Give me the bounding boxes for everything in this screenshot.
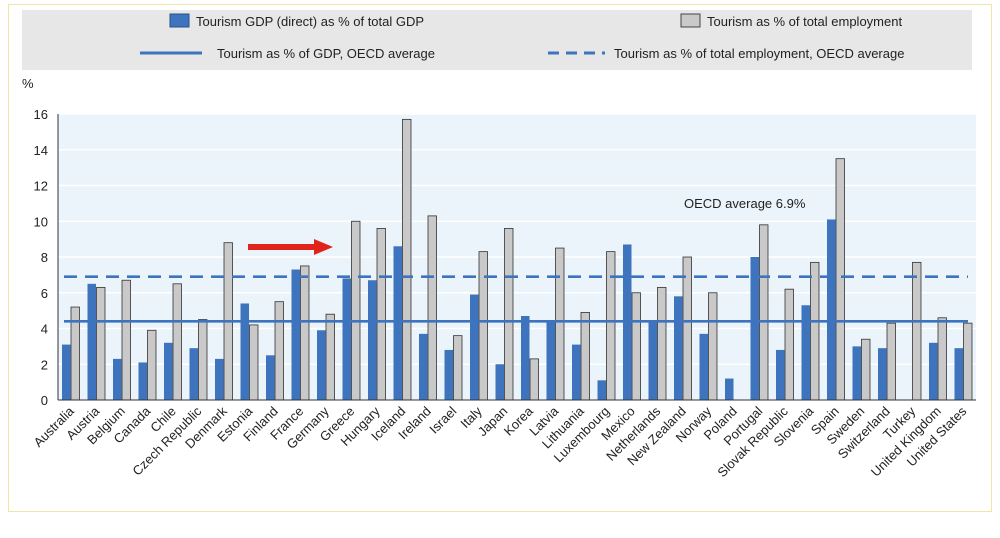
bar-gdp: [291, 269, 300, 400]
y-axis-unit: %: [22, 76, 34, 91]
bar-employment: [631, 292, 641, 401]
bar-gdp: [776, 349, 785, 400]
bar-gdp: [189, 348, 198, 400]
legend-gdp-swatch: [169, 13, 190, 28]
bar-employment: [657, 286, 667, 401]
y-tick-label: 8: [41, 250, 48, 265]
y-tick-label: 0: [41, 393, 48, 408]
bar-employment: [453, 335, 463, 401]
bar-employment: [963, 322, 973, 401]
bar-employment: [121, 279, 131, 401]
oecd-average-annotation: OECD average 6.9%: [684, 196, 806, 211]
bar-gdp: [801, 305, 810, 400]
legend-emp-avg-label: Tourism as % of total employment, OECD a…: [614, 46, 904, 61]
bar-employment: [835, 158, 845, 401]
y-tick-label: 2: [41, 357, 48, 372]
bar-employment: [784, 288, 794, 401]
bar-employment: [810, 261, 820, 401]
bar-employment: [147, 329, 157, 401]
y-tick-label: 14: [34, 143, 48, 158]
y-tick-label: 16: [34, 107, 48, 122]
bar-employment: [861, 338, 871, 401]
bar-employment: [427, 215, 437, 401]
bar-gdp: [164, 342, 173, 400]
bar-employment: [606, 251, 616, 401]
x-tick-labels: AustraliaAustriaBelgiumCanadaChileCzech …: [31, 403, 970, 480]
bar-gdp: [750, 257, 759, 400]
bar-gdp: [929, 342, 938, 400]
bar-gdp: [546, 321, 555, 400]
gridlines: [58, 113, 976, 365]
bar-gdp: [597, 380, 606, 400]
bar-employment: [376, 227, 386, 401]
legend-gdp-label: Tourism GDP (direct) as % of total GDP: [196, 14, 424, 29]
bar-employment: [504, 227, 514, 401]
bar-gdp: [878, 348, 887, 400]
bar-gdp: [113, 358, 122, 400]
bar-gdp: [470, 294, 479, 400]
bar-employment: [555, 247, 565, 401]
bar-gdp: [215, 358, 224, 400]
bar-gdp: [87, 283, 96, 400]
x-tick-label: Israel: [426, 403, 459, 436]
bar-employment: [708, 292, 718, 401]
bar-gdp: [699, 333, 708, 400]
bar-gdp: [444, 349, 453, 400]
bar-gdp: [572, 344, 581, 400]
bar-employment: [529, 358, 539, 401]
y-tick-label: 12: [34, 179, 48, 194]
bar-gdp: [521, 315, 530, 400]
red-arrow-icon: [248, 239, 333, 255]
bar-gdp: [138, 362, 147, 400]
bar-gdp: [393, 246, 402, 400]
bar-gdp: [648, 321, 657, 400]
bar-employment: [402, 118, 412, 401]
bar-gdp: [954, 348, 963, 400]
bar-gdp: [240, 303, 249, 400]
bar-employment: [912, 261, 922, 401]
chart-frame: [8, 4, 992, 512]
bar-gdp: [725, 378, 734, 400]
bar-gdp: [852, 346, 861, 400]
y-tick-label: 10: [34, 214, 48, 229]
y-tick-label: 6: [41, 286, 48, 301]
bar-employment: [249, 324, 259, 401]
x-tick-label: Japan: [475, 404, 511, 440]
bar-employment: [274, 301, 284, 401]
bar-gdp: [368, 280, 377, 400]
bar-employment: [937, 317, 947, 401]
bar-employment: [96, 286, 106, 401]
bar-gdp: [674, 296, 683, 400]
bar-employment: [682, 256, 692, 401]
bar-employment: [198, 319, 208, 401]
legend-emp-swatch: [680, 13, 701, 28]
reference-lines: [64, 275, 968, 323]
bar-employment: [478, 251, 488, 401]
y-tick-labels: 0 2 4 6 8 10 12 14 16: [34, 107, 48, 408]
bar-gdp: [342, 278, 351, 400]
bar-employment: [325, 313, 335, 401]
bar-gdp: [317, 330, 326, 400]
legend-gdp-avg-label: Tourism as % of GDP, OECD average: [217, 46, 435, 61]
y-tick-label: 4: [41, 322, 48, 337]
bar-gdp: [495, 364, 504, 400]
bar-employment: [172, 283, 182, 401]
bar-employment: [759, 224, 769, 401]
bar-employment: [580, 312, 590, 401]
bar-gdp: [62, 344, 71, 400]
bar-gdp: [827, 219, 836, 400]
bar-employment: [886, 322, 896, 401]
bar-gdp: [419, 333, 428, 400]
bar-gdp: [266, 355, 275, 400]
bar-employment: [300, 265, 310, 401]
legend-emp-label: Tourism as % of total employment: [707, 14, 902, 29]
bar-employment: [351, 220, 361, 401]
